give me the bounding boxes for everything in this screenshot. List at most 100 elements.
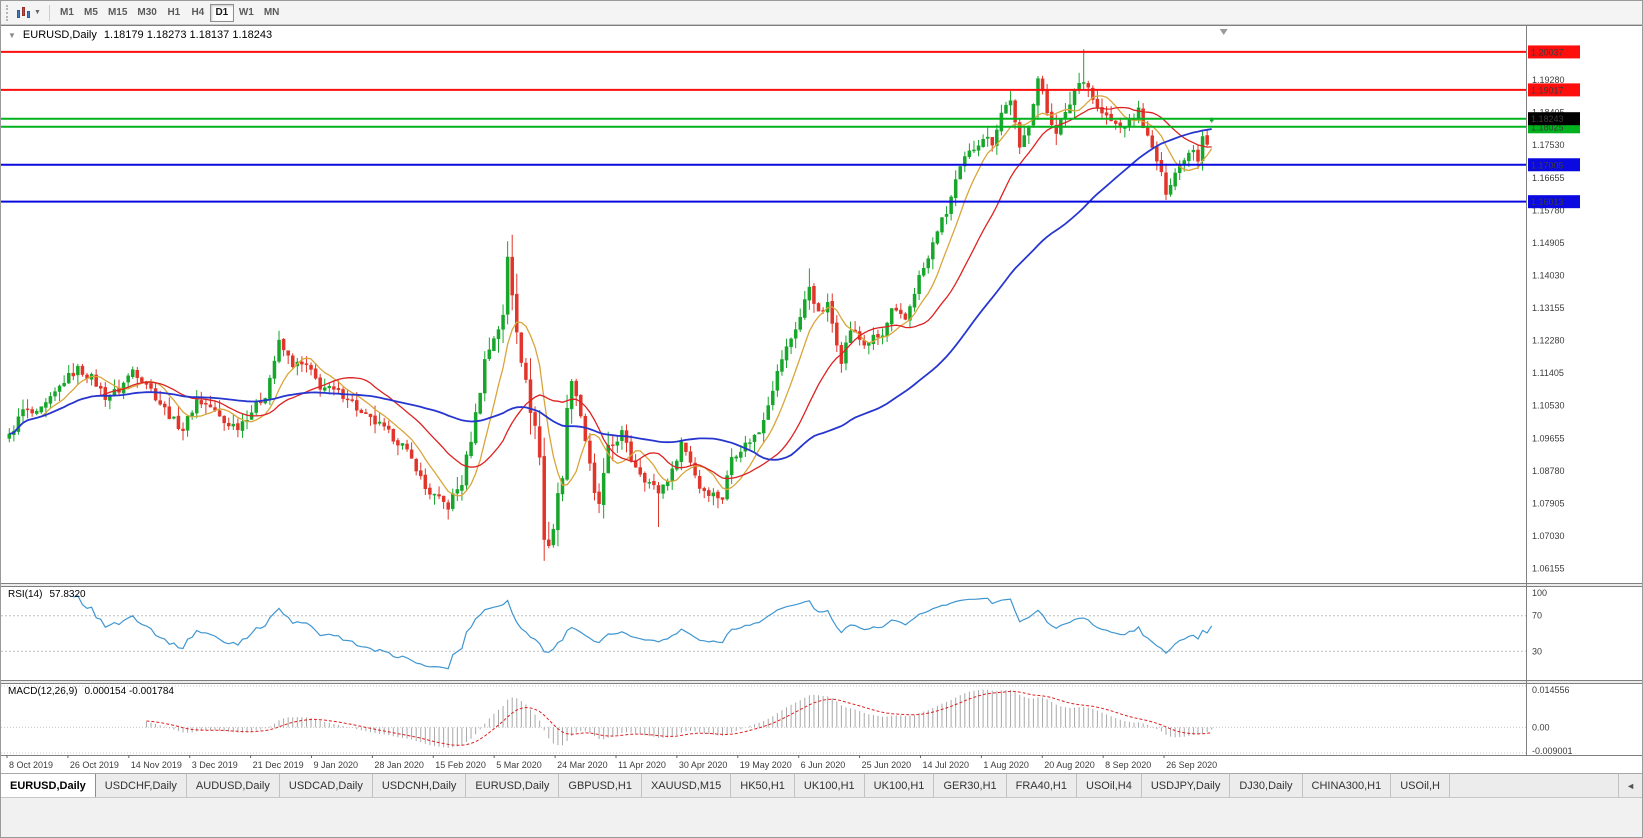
macd-signal-line (146, 690, 1212, 746)
bear-candle (387, 425, 391, 430)
bear-candle (419, 470, 423, 477)
bull-candle (130, 369, 135, 378)
bull-candle (752, 434, 757, 442)
timeframe-button-m1[interactable]: M1 (59, 7, 74, 18)
bear-candle (396, 440, 400, 446)
bear-candle (428, 487, 432, 495)
bull-candle (505, 256, 510, 315)
chart-tab-usdcnh-daily[interactable]: USDCNH,Daily (372, 774, 467, 797)
bear-candle (290, 355, 295, 368)
line-price-label-box (1528, 83, 1580, 97)
timeframe-button-h1[interactable]: H1 (167, 7, 181, 18)
bull-candle (455, 489, 460, 494)
bear-candle (688, 451, 693, 463)
bull-candle (775, 370, 780, 391)
bear-candle (364, 412, 368, 415)
bull-candle (478, 392, 482, 414)
timeframe-button-m30[interactable]: M30 (137, 7, 157, 18)
bear-candle (176, 415, 181, 429)
bull-candle (798, 316, 802, 330)
bear-candle (167, 406, 172, 420)
bear-candle (1045, 90, 1049, 114)
bull-candle (729, 457, 734, 476)
bull-candle (912, 293, 917, 308)
price-tick-label: 1.09655 (1532, 433, 1565, 443)
bull-candle (451, 493, 455, 509)
bull-candle (940, 217, 944, 233)
chart-tab-xauusd-m15[interactable]: XAUUSD,M15 (641, 774, 732, 797)
bull-candle (972, 149, 976, 152)
bull-candle (272, 360, 277, 379)
chart-tab-usoil-h4[interactable]: USOil,H4 (1077, 774, 1142, 797)
chart-tab-uk100-h1[interactable]: UK100,H1 (864, 774, 935, 797)
bull-candle (967, 150, 972, 157)
chart-tab-dj30-daily[interactable]: DJ30,Daily (1230, 774, 1303, 797)
chart-tab-eurusd-daily[interactable]: EURUSD,Daily (466, 774, 560, 797)
bull-candle (949, 196, 953, 214)
chart-tab-usdcad-daily[interactable]: USDCAD,Daily (279, 774, 373, 797)
chart-tab-fra40-h1[interactable]: FRA40,H1 (1006, 774, 1077, 797)
timeframe-button-m15[interactable]: M15 (107, 7, 128, 18)
bear-candle (199, 400, 204, 405)
bear-candle (423, 474, 428, 490)
bull-candle (1081, 82, 1086, 84)
chart-tab-usdjpy-daily[interactable]: USDJPY,Daily (1141, 774, 1231, 797)
chart-tabbar: EURUSD,Daily USDCHF,Daily AUDUSD,Daily USDC… (1, 773, 1642, 797)
bear-candle (716, 491, 720, 499)
chart-tab-hk50-h1[interactable]: HK50,H1 (731, 774, 795, 797)
bear-candle (217, 410, 222, 417)
bull-candle (917, 275, 921, 294)
chart-canvas[interactable]: 1.192801.184051.175301.166551.157801.149… (1, 25, 1643, 773)
bear-candle (812, 286, 816, 304)
bull-candle (976, 145, 981, 151)
bull-candle (871, 334, 876, 345)
price-tick-label: 1.15780 (1532, 205, 1565, 215)
bear-candle (592, 462, 597, 493)
bull-candle (784, 346, 789, 361)
bear-candle (899, 309, 903, 314)
price-tick-label: 1.12280 (1532, 336, 1565, 346)
bull-candle (793, 329, 798, 339)
line-price-label-box (1528, 45, 1580, 59)
chart-tab-usoil-h[interactable]: USOil,H (1391, 774, 1450, 797)
bull-candle (16, 416, 21, 432)
timeframe-button-h4[interactable]: H4 (191, 7, 205, 18)
timeframe-button-mn[interactable]: MN (263, 7, 280, 18)
chart-tab-china300-h1[interactable]: CHINA300,H1 (1302, 774, 1392, 797)
time-axis-label: 30 Apr 2020 (679, 760, 728, 770)
chart-type-icon[interactable] (16, 6, 32, 20)
bear-candle (537, 426, 542, 458)
chart-tab-eurusd-daily[interactable]: EURUSD,Daily (1, 774, 96, 797)
rsi-line (73, 595, 1213, 670)
bull-candle (908, 306, 912, 321)
bull-candle (323, 387, 327, 391)
bear-candle (697, 476, 702, 489)
time-axis-label: 20 Aug 2020 (1044, 760, 1095, 770)
bear-candle (140, 377, 144, 383)
bear-candle (318, 377, 322, 390)
timeframe-button-w1[interactable]: W1 (238, 7, 254, 18)
chart-tab-ger30-h1[interactable]: GER30,H1 (934, 774, 1007, 797)
chart-tab-uk100-h1[interactable]: UK100,H1 (794, 774, 865, 797)
chart-tab-usdchf-daily[interactable]: USDCHF,Daily (95, 774, 187, 797)
pane-splitter (1, 584, 1642, 586)
bear-candle (1205, 135, 1209, 145)
tab-scroll-left-icon[interactable]: ◄ (1618, 774, 1642, 797)
toolbar-grip[interactable] (6, 4, 11, 21)
bull-candle (1136, 107, 1141, 119)
chevron-down-icon[interactable]: ▼ (34, 9, 41, 16)
chart-tab-audusd-daily[interactable]: AUDUSD,Daily (186, 774, 280, 797)
timeframe-button-m5[interactable]: M5 (83, 7, 98, 18)
timeframe-button-d1[interactable]: D1 (209, 3, 234, 22)
chart-tab-gbpusd-h1[interactable]: GBPUSD,H1 (559, 774, 642, 797)
bull-candle (807, 286, 812, 301)
bear-candle (226, 422, 231, 427)
bull-candle (848, 330, 853, 343)
time-axis-label: 26 Oct 2019 (70, 760, 119, 770)
chart-shift-marker (1219, 29, 1228, 35)
bear-candle (391, 428, 396, 442)
bear-candle (597, 491, 601, 504)
bull-candle (460, 485, 464, 491)
bear-candle (1159, 160, 1164, 173)
price-tick-label: 1.14030 (1532, 270, 1565, 280)
